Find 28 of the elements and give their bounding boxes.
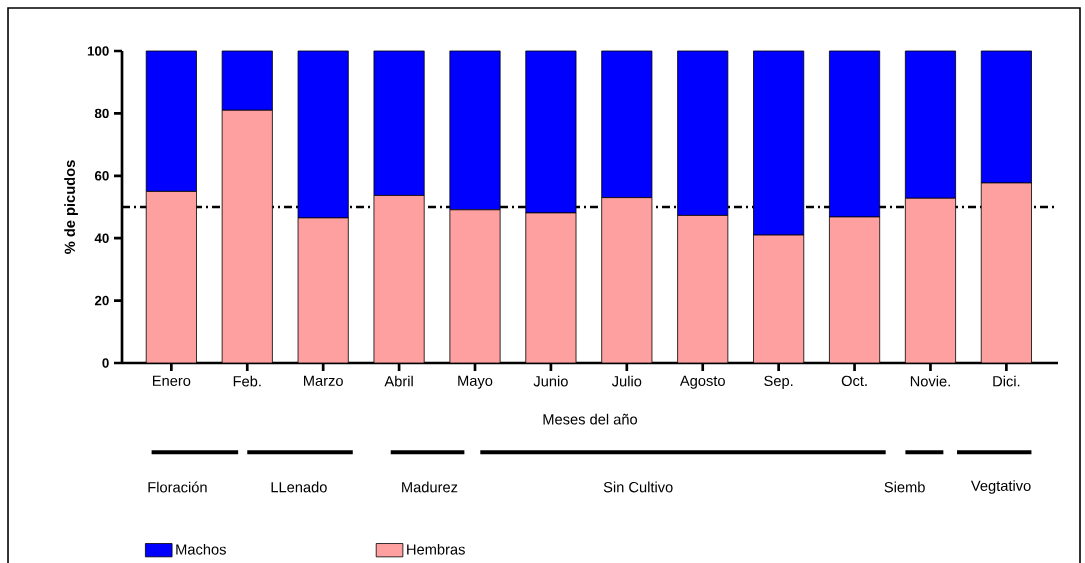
text: Siemb — [884, 481, 925, 493]
x-tick-label: Oct. — [841, 375, 867, 387]
y-tick-label: 80 — [94, 108, 109, 119]
x-tick-label: Mayo — [458, 375, 493, 389]
text: Sin Cultivo — [603, 481, 673, 493]
y-tick-label: 100 — [87, 46, 109, 56]
x-tick-label: Agosto — [679, 375, 725, 389]
x-tick-label: Dici. — [993, 375, 1020, 387]
x-axis-title: Meses del año — [543, 413, 638, 425]
text: Madurez — [402, 481, 458, 493]
x-tick-label: Julio — [611, 375, 642, 387]
y-tick-label: 60 — [94, 171, 109, 181]
x-tick-label: Abril — [384, 375, 413, 387]
y-tick-label: 0 — [102, 358, 109, 368]
x-tick-label: Sep. — [764, 375, 793, 389]
x-tick-label: Feb. — [233, 375, 261, 387]
text: Vegtativo — [970, 480, 1031, 494]
legend-label: Hembras — [407, 543, 465, 555]
text: LLenado — [271, 481, 327, 493]
x-tick-label: Marzo — [304, 375, 343, 386]
text: Floración — [148, 481, 207, 493]
x-tick-label: Enero — [153, 375, 191, 386]
y-tick-label: 40 — [94, 233, 109, 243]
legend-label: Machos — [176, 543, 226, 555]
y-tick-label: 20 — [94, 295, 109, 306]
x-tick-label: Novie. — [910, 375, 950, 387]
y-axis-title: % de picudos — [64, 160, 78, 254]
x-tick-label: Junio — [533, 375, 568, 387]
